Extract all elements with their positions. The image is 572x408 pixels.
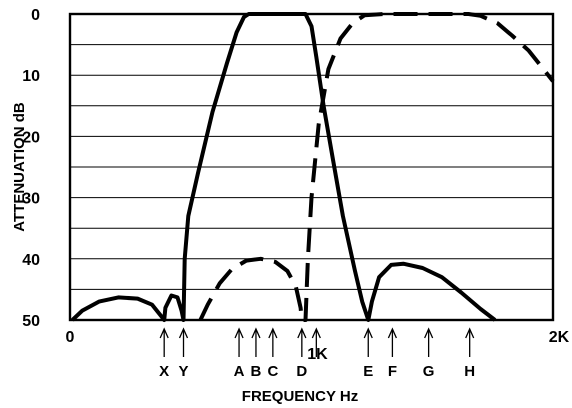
marker-label: E xyxy=(363,363,373,380)
x-tick-labels: 0 1K 2K xyxy=(66,329,570,363)
marker-label: B xyxy=(251,363,262,380)
marker-label: H xyxy=(464,363,475,380)
marker-arrow: X xyxy=(159,327,169,380)
marker-arrow xyxy=(311,327,321,357)
marker-arrow: C xyxy=(267,327,278,380)
marker-arrow: E xyxy=(363,327,373,380)
marker-label: Y xyxy=(178,363,188,380)
marker-arrow: A xyxy=(234,327,245,380)
arrow-head xyxy=(424,327,434,339)
x-tick-label: 0 xyxy=(66,329,75,346)
marker-arrow: Y xyxy=(178,327,189,380)
arrow-head xyxy=(465,327,475,339)
marker-arrow: G xyxy=(423,327,435,380)
y-tick-label: 50 xyxy=(22,313,40,330)
arrow-head xyxy=(311,327,321,339)
marker-label: F xyxy=(388,363,397,380)
marker-label: D xyxy=(296,363,307,380)
arrow-head xyxy=(363,327,373,339)
y-tick-labels: 0 10 20 30 40 50 xyxy=(22,7,40,330)
y-tick-label: 30 xyxy=(22,191,40,208)
arrow-head xyxy=(178,327,189,339)
y-tick-label: 40 xyxy=(22,252,40,269)
marker-arrow: F xyxy=(387,327,397,380)
x-tick-label: 1K xyxy=(307,346,328,363)
arrow-head xyxy=(387,327,397,339)
marker-arrow: B xyxy=(251,327,262,380)
marker-label: X xyxy=(159,363,169,380)
arrow-head xyxy=(159,327,169,339)
x-axis-label: FREQUENCY Hz xyxy=(242,388,358,405)
arrow-head xyxy=(268,327,278,339)
y-tick-label: 20 xyxy=(22,129,40,146)
plot-frame xyxy=(68,12,555,322)
grid-lines xyxy=(70,44,553,290)
marker-label: G xyxy=(423,363,435,380)
arrow-head xyxy=(297,327,307,339)
y-tick-label: 0 xyxy=(31,7,40,24)
y-axis-label: ATTENUATION dB xyxy=(11,102,28,232)
arrow-head xyxy=(234,327,244,339)
x-tick-label: 2K xyxy=(549,329,570,346)
marker-label: A xyxy=(234,363,245,380)
series-line-dashed xyxy=(198,12,555,322)
marker-arrow: H xyxy=(464,327,475,380)
marker-label: C xyxy=(267,363,278,380)
y-tick-label: 10 xyxy=(22,68,40,85)
arrow-head xyxy=(251,327,261,339)
marker-arrow: D xyxy=(296,327,307,380)
